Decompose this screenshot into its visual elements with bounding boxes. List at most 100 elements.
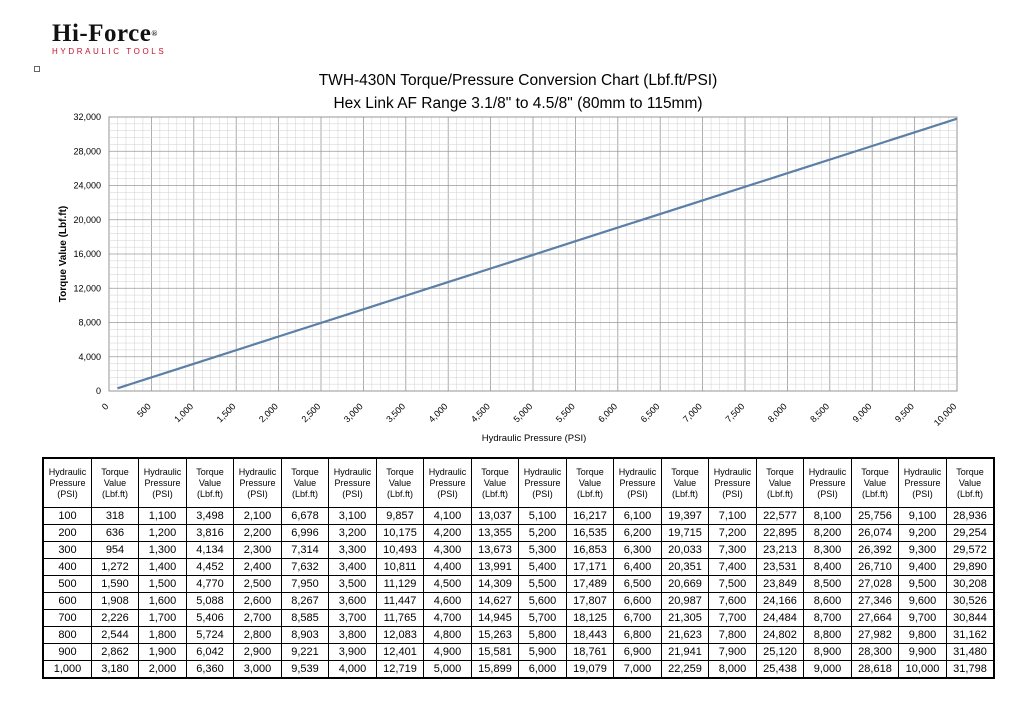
column-header: Torque Value (Lbf.ft)	[566, 457, 614, 508]
column-header: Torque Value (Lbf.ft)	[376, 457, 424, 508]
table-cell: 9,539	[281, 660, 329, 679]
table-cell: 3,700	[328, 609, 377, 627]
x-tick-label: 3,500	[384, 401, 407, 424]
table-cell: 9,800	[898, 626, 947, 644]
table-cell: 16,853	[566, 541, 614, 559]
table-cell: 1,300	[138, 541, 187, 559]
table-row: 1,000 3,180 2,000 6,360 3,000 9,539 4,000 12,71…	[42, 660, 995, 679]
registered-mark: ®	[151, 29, 158, 38]
table-cell: 31,480	[946, 643, 995, 661]
table-cell: 6,400	[613, 558, 662, 576]
table-cell: 27,982	[851, 626, 899, 644]
chart-title: TWH-430N Torque/Pressure Conversion Char…	[319, 72, 718, 89]
table-cell: 30,844	[946, 609, 995, 627]
column-header: Torque Value (Lbf.ft)	[281, 457, 329, 508]
table-cell: 6,700	[613, 609, 662, 627]
table-cell: 3,180	[91, 660, 139, 679]
logo-wordmark: Hi-Force®	[52, 20, 158, 47]
column-header: Hydraulic Pressure (PSI)	[328, 457, 377, 508]
table-cell: 7,632	[281, 558, 329, 576]
table-cell: 20,669	[661, 575, 709, 593]
table-cell: 4,400	[423, 558, 472, 576]
table-cell: 4,452	[186, 558, 234, 576]
column-header: Hydraulic Pressure (PSI)	[423, 457, 472, 508]
table-cell: 23,213	[756, 541, 804, 559]
y-tick-label: 4,000	[78, 352, 101, 362]
series-line	[117, 117, 958, 390]
table-cell: 7,000	[613, 660, 662, 679]
table-cell: 5,500	[518, 575, 567, 593]
table-cell: 100	[42, 507, 92, 525]
x-tick-label: 5,500	[554, 401, 577, 424]
x-tick-label: 1,500	[215, 401, 238, 424]
y-tick-label: 20,000	[73, 215, 101, 225]
table-cell: 10,000	[898, 660, 947, 679]
table-cell: 7,100	[708, 507, 757, 525]
column-header: Torque Value (Lbf.ft)	[756, 457, 804, 508]
table-cell: 23,531	[756, 558, 804, 576]
table-cell: 3,300	[328, 541, 377, 559]
column-header: Torque Value (Lbf.ft)	[186, 457, 234, 508]
table-cell: 24,484	[756, 609, 804, 627]
table-cell: 17,807	[566, 592, 614, 610]
table-cell: 9,000	[803, 660, 852, 679]
table-cell: 8,700	[803, 609, 852, 627]
table-cell: 25,438	[756, 660, 804, 679]
x-tick-label: 4,000	[427, 401, 450, 424]
table-cell: 5,724	[186, 626, 234, 644]
table-cell: 5,300	[518, 541, 567, 559]
table-cell: 13,037	[471, 507, 519, 525]
table-row: 500 1,590 1,500 4,770 2,500 7,950 3,500 11,129 4…	[42, 575, 995, 593]
table-cell: 2,544	[91, 626, 139, 644]
table-cell: 17,171	[566, 558, 614, 576]
table-cell: 2,900	[233, 643, 282, 661]
table-cell: 11,129	[376, 575, 424, 593]
table-cell: 8,600	[803, 592, 852, 610]
x-tick-label: 8,500	[808, 401, 831, 424]
table-cell: 200	[42, 524, 92, 542]
table-cell: 7,300	[708, 541, 757, 559]
table-cell: 24,166	[756, 592, 804, 610]
table-cell: 5,900	[518, 643, 567, 661]
table-cell: 5,200	[518, 524, 567, 542]
table-cell: 2,226	[91, 609, 139, 627]
table-cell: 2,300	[233, 541, 282, 559]
table-cell: 5,088	[186, 592, 234, 610]
table-cell: 31,798	[946, 660, 995, 679]
table-cell: 954	[91, 541, 139, 559]
y-axis-ticks: 0 4,000 8,000 12,000 16,000 20,000 24,000 28,00…	[73, 112, 101, 396]
x-tick-label: 2,000	[257, 401, 280, 424]
table-cell: 1,600	[138, 592, 187, 610]
table-cell: 18,443	[566, 626, 614, 644]
table-cell: 22,577	[756, 507, 804, 525]
table-cell: 12,401	[376, 643, 424, 661]
table-cell: 5,100	[518, 507, 567, 525]
table-cell: 29,254	[946, 524, 995, 542]
table-cell: 4,770	[186, 575, 234, 593]
table-cell: 1,400	[138, 558, 187, 576]
table-cell: 4,600	[423, 592, 472, 610]
table-cell: 1,700	[138, 609, 187, 627]
table-cell: 8,200	[803, 524, 852, 542]
table-cell: 2,200	[233, 524, 282, 542]
table-cell: 15,263	[471, 626, 519, 644]
table-cell: 6,996	[281, 524, 329, 542]
table-cell: 3,800	[328, 626, 377, 644]
table-cell: 10,493	[376, 541, 424, 559]
table-cell: 13,355	[471, 524, 519, 542]
table-cell: 3,400	[328, 558, 377, 576]
table-cell: 1,900	[138, 643, 187, 661]
table-cell: 13,673	[471, 541, 519, 559]
x-tick-label: 500	[135, 401, 153, 419]
table-cell: 5,800	[518, 626, 567, 644]
table-cell: 25,120	[756, 643, 804, 661]
table-cell: 3,000	[233, 660, 282, 679]
table-cell: 8,267	[281, 592, 329, 610]
table-cell: 3,600	[328, 592, 377, 610]
y-tick-label: 8,000	[78, 318, 101, 328]
table-cell: 9,900	[898, 643, 947, 661]
table-cell: 700	[42, 609, 92, 627]
column-header: Torque Value (Lbf.ft)	[471, 457, 519, 508]
table-cell: 636	[91, 524, 139, 542]
table-cell: 8,800	[803, 626, 852, 644]
